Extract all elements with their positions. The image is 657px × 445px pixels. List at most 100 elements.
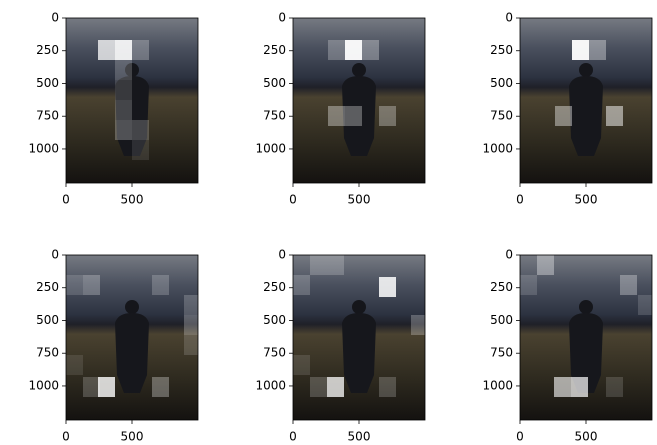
saliency-tile	[115, 80, 132, 100]
figure-head	[579, 63, 593, 77]
x-tick-label: 0	[62, 430, 70, 444]
saliency-tile	[132, 40, 149, 60]
y-tick-label: 750	[263, 346, 286, 360]
saliency-tile	[589, 40, 606, 60]
y-tick-label: 750	[36, 109, 59, 123]
y-tick-label: 250	[263, 43, 286, 57]
y-tick-label: 1000	[482, 378, 513, 392]
saliency-tile	[379, 277, 396, 297]
y-tick-label: 0	[51, 248, 59, 262]
y-tick-label: 750	[263, 109, 286, 123]
x-tick-label: 0	[289, 193, 297, 207]
y-tick-label: 1000	[28, 378, 59, 392]
saliency-tile	[152, 275, 169, 295]
saliency-tile	[310, 377, 327, 397]
y-tick-label: 500	[490, 76, 513, 90]
x-tick-label: 0	[516, 193, 524, 207]
y-tick-label: 500	[263, 313, 286, 327]
image	[293, 18, 425, 183]
saliency-tile	[184, 315, 198, 335]
saliency-tile	[83, 275, 100, 295]
x-tick-label: 0	[62, 193, 70, 207]
y-tick-label: 250	[36, 43, 59, 57]
saliency-tile	[555, 106, 572, 126]
saliency-tile	[115, 60, 132, 80]
saliency-tile	[98, 377, 115, 397]
figure-head	[579, 300, 593, 314]
saliency-tile	[328, 40, 345, 60]
figure-head	[352, 300, 366, 314]
saliency-tile	[66, 355, 83, 375]
y-tick-label: 0	[278, 248, 286, 262]
y-tick-label: 500	[263, 76, 286, 90]
y-tick-label: 250	[263, 280, 286, 294]
saliency-tile	[115, 120, 132, 140]
figure-body	[569, 76, 603, 156]
subplot: 0 500 0 250 500 750 1000	[28, 248, 198, 444]
saliency-tile	[293, 275, 310, 295]
x-tick-label: 500	[121, 430, 144, 444]
y-tick-label: 1000	[255, 141, 286, 155]
x-tick-label: 0	[516, 430, 524, 444]
saliency-tile	[554, 377, 571, 397]
y-tick-label: 0	[505, 248, 513, 262]
saliency-tile	[152, 377, 169, 397]
saliency-tile	[132, 120, 149, 140]
saliency-tile	[327, 377, 344, 397]
saliency-tile	[184, 335, 198, 355]
saliency-tile	[606, 106, 623, 126]
subplot: 0 500 0 250 500 750 1000	[28, 11, 198, 207]
y-tick-label: 500	[36, 313, 59, 327]
saliency-tile	[520, 275, 537, 295]
image	[293, 255, 425, 420]
saliency-tile	[115, 100, 132, 120]
y-tick-label: 1000	[28, 141, 59, 155]
y-tick-label: 250	[36, 280, 59, 294]
x-tick-label: 500	[575, 193, 598, 207]
image	[66, 255, 198, 420]
y-tick-label: 750	[36, 346, 59, 360]
saliency-tile	[345, 106, 362, 126]
saliency-tile	[83, 377, 100, 397]
saliency-tile	[345, 40, 362, 60]
y-tick-label: 500	[36, 76, 59, 90]
saliency-tile	[362, 40, 379, 60]
image	[520, 255, 652, 420]
figure-body	[115, 313, 149, 393]
y-tick-label: 250	[490, 43, 513, 57]
saliency-tile	[66, 275, 83, 295]
saliency-tile	[638, 295, 652, 315]
saliency-tile	[411, 315, 425, 335]
saliency-tile	[537, 255, 554, 275]
x-tick-label: 500	[121, 193, 144, 207]
saliency-tile	[620, 275, 637, 295]
y-tick-label: 0	[278, 11, 286, 25]
saliency-tile	[572, 40, 589, 60]
image	[520, 18, 652, 183]
y-tick-label: 750	[490, 109, 513, 123]
figure-body	[342, 313, 376, 393]
saliency-tile	[132, 140, 149, 160]
saliency-tile	[98, 40, 115, 60]
saliency-tile	[293, 355, 310, 375]
saliency-tile	[379, 106, 396, 126]
figure-head	[352, 63, 366, 77]
saliency-tile	[115, 40, 132, 60]
x-tick-label: 0	[289, 430, 297, 444]
y-tick-label: 0	[51, 11, 59, 25]
saliency-tile	[379, 377, 396, 397]
saliency-tile	[184, 295, 198, 315]
saliency-tile	[310, 255, 327, 275]
y-tick-label: 1000	[482, 141, 513, 155]
y-tick-label: 750	[490, 346, 513, 360]
figure-head	[125, 300, 139, 314]
y-tick-label: 500	[490, 313, 513, 327]
saliency-tile	[571, 377, 588, 397]
saliency-tile	[606, 377, 623, 397]
x-tick-label: 500	[348, 430, 371, 444]
y-tick-label: 250	[490, 280, 513, 294]
